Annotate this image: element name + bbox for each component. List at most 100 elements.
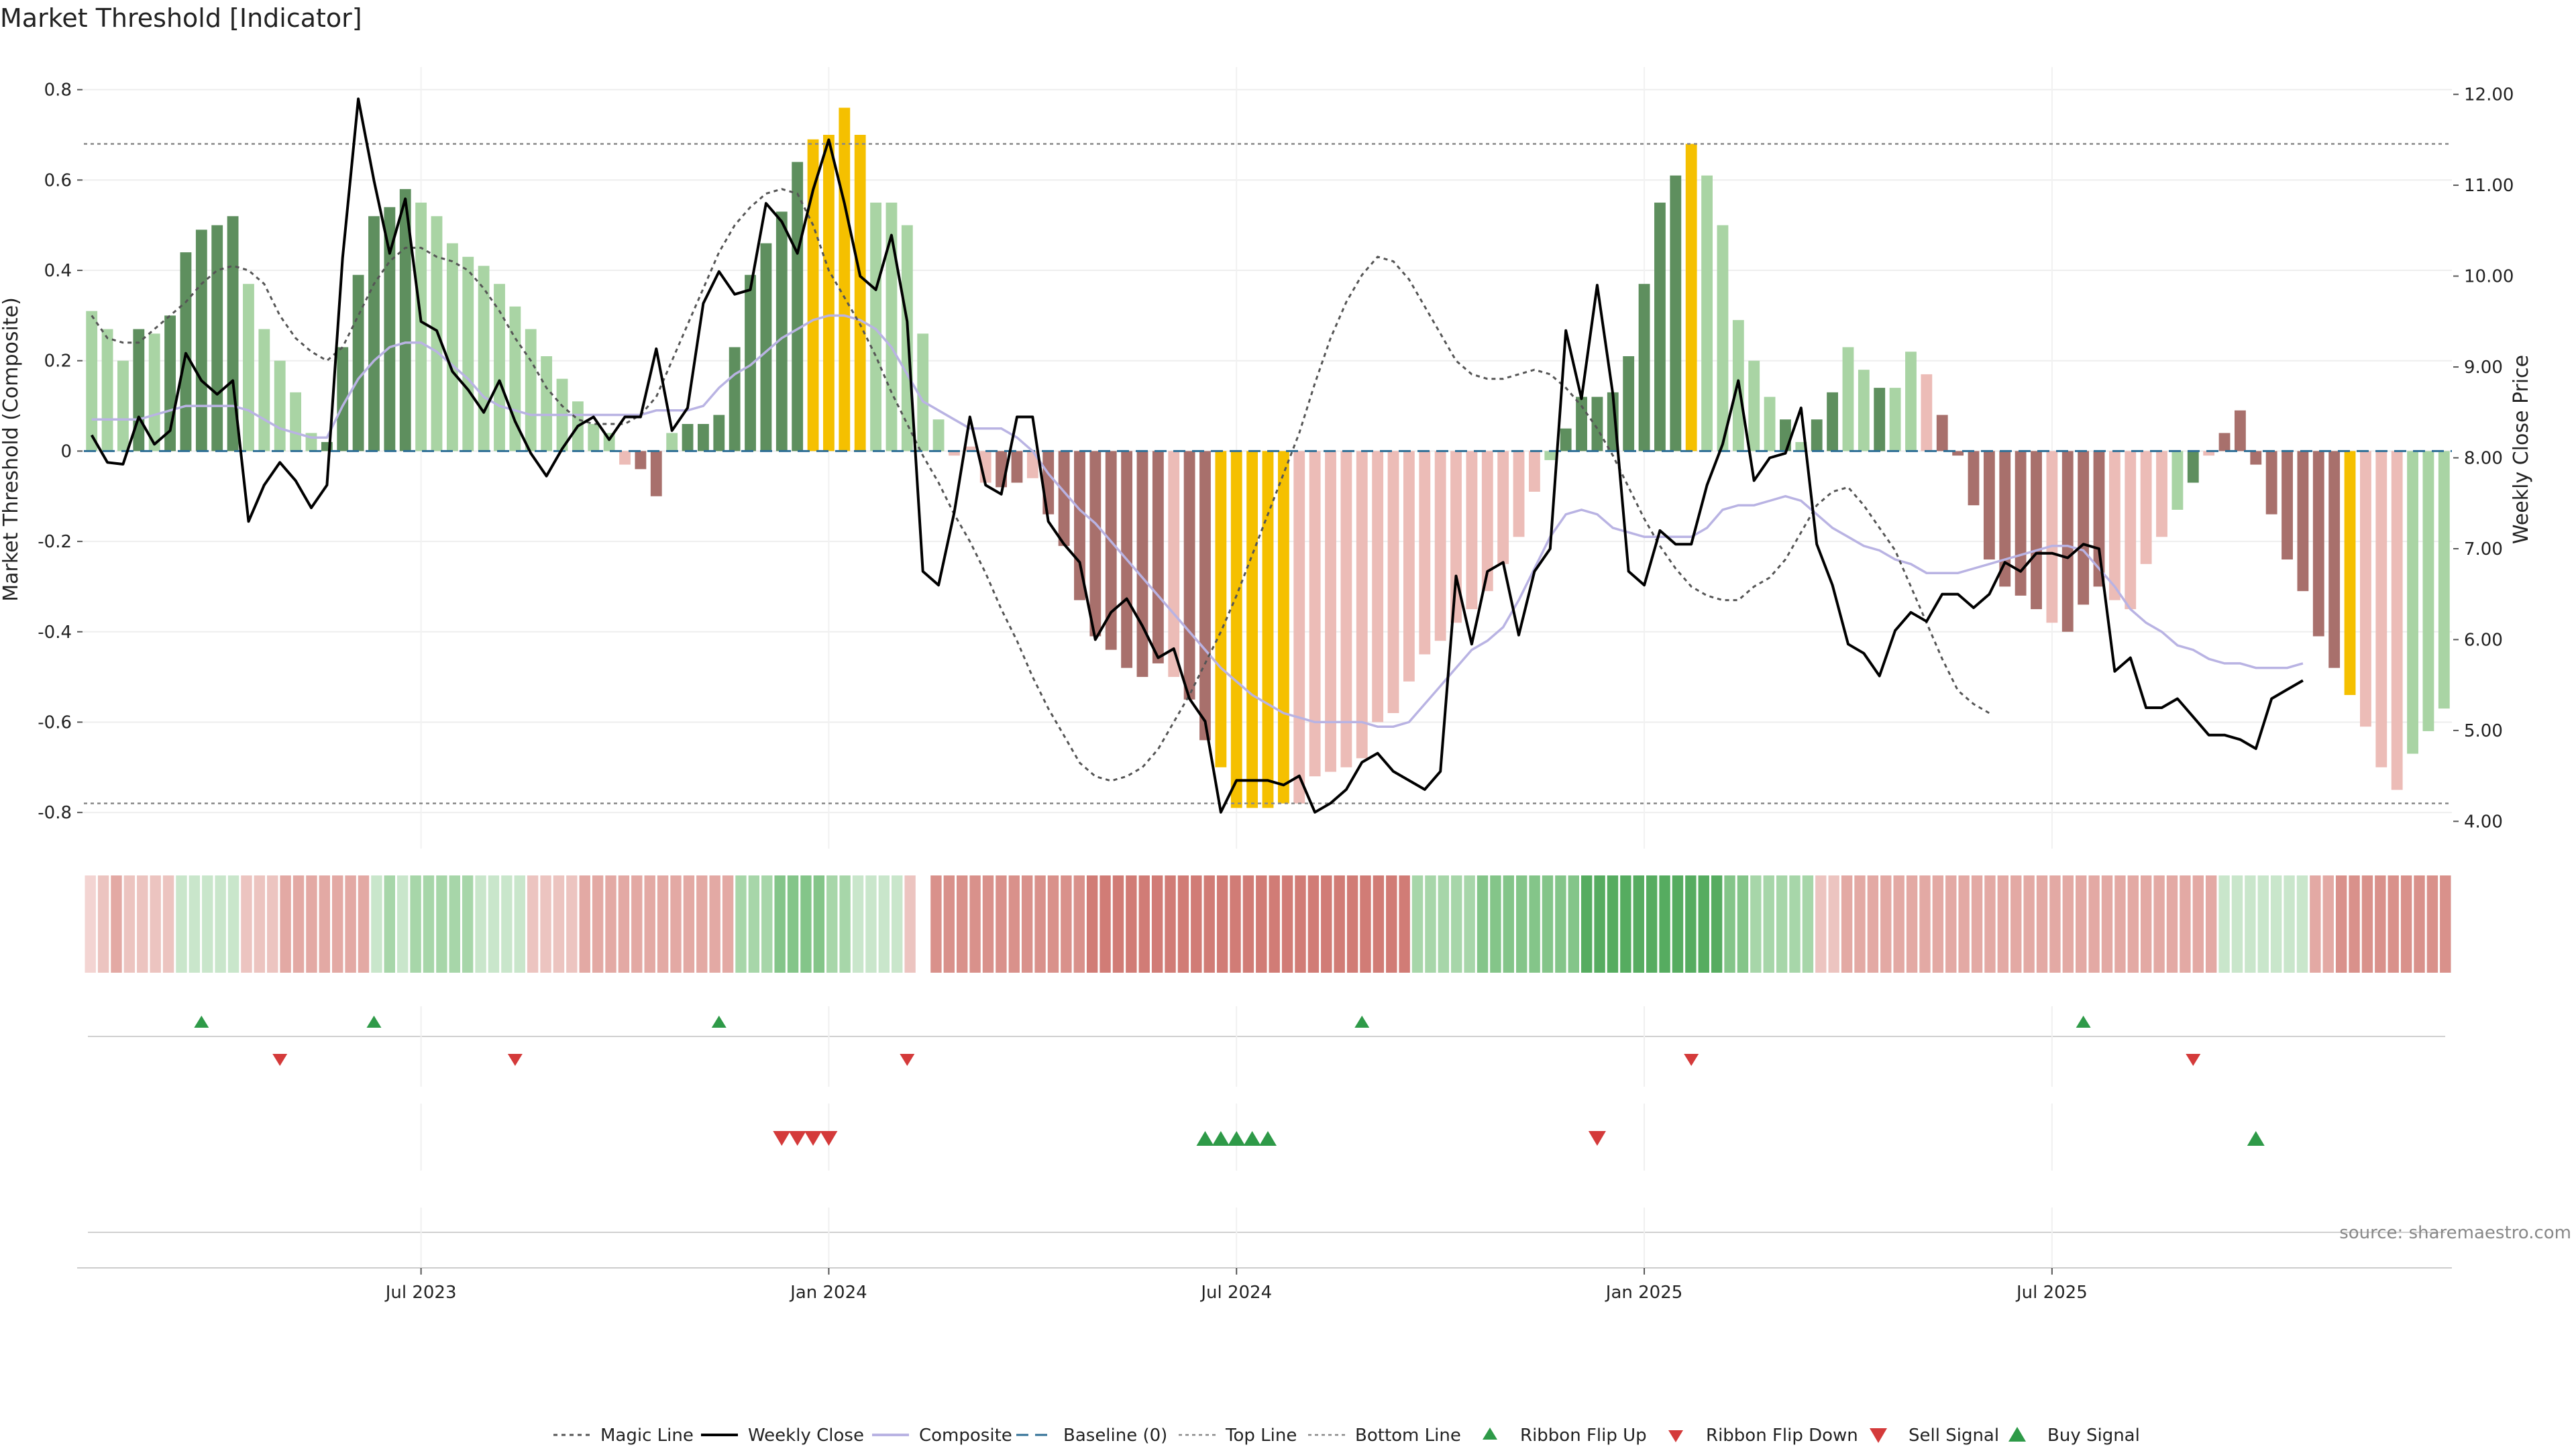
composite-bar bbox=[2061, 451, 2074, 632]
composite-bar bbox=[117, 360, 129, 451]
composite-bar bbox=[792, 162, 804, 451]
ribbon-cell bbox=[2010, 875, 2022, 973]
ribbon-cell bbox=[345, 875, 356, 973]
composite-bar bbox=[1246, 451, 1258, 808]
ribbon-cell bbox=[202, 875, 213, 973]
ribbon-cell bbox=[1165, 875, 1176, 973]
ribbon-cell bbox=[2101, 875, 2113, 973]
weekly-close-line bbox=[90, 97, 2304, 814]
composite-bar bbox=[337, 347, 349, 451]
ribbon-cell bbox=[2245, 875, 2256, 973]
composite-bar bbox=[1983, 451, 1995, 560]
ribbon-cell bbox=[241, 875, 252, 973]
ribbon-cell bbox=[1425, 875, 1436, 973]
ribbon-cell bbox=[1529, 875, 1540, 973]
ribbon-cell bbox=[1802, 875, 1814, 973]
ribbon-cell bbox=[683, 875, 695, 973]
y-tick-label-right: 8.00 bbox=[2464, 449, 2503, 469]
composite-bar bbox=[2046, 451, 2058, 623]
ribbon-cell bbox=[2310, 875, 2321, 973]
ribbon-cell bbox=[865, 875, 877, 973]
ribbon-cell bbox=[1061, 875, 1072, 973]
composite-bar bbox=[399, 189, 411, 451]
composite-bar bbox=[258, 329, 270, 451]
ribbon-cell bbox=[1490, 875, 1501, 973]
ribbon-cell bbox=[1321, 875, 1332, 973]
y-tick-label-right: 4.00 bbox=[2464, 812, 2503, 832]
composite-bar bbox=[1089, 451, 1102, 637]
ribbon-cell bbox=[2180, 875, 2191, 973]
y-tick-label-right: 12.00 bbox=[2464, 85, 2514, 105]
ribbon-cell bbox=[280, 875, 291, 973]
composite-bar bbox=[1654, 203, 1666, 451]
ribbon-cell bbox=[2414, 875, 2425, 973]
ribbon-cell bbox=[319, 875, 331, 973]
legend-swatch-sell bbox=[1870, 1428, 1887, 1443]
composite-bar bbox=[1968, 451, 1980, 506]
buy-signal-marker bbox=[1228, 1131, 1246, 1146]
y-tick-label-right: 11.00 bbox=[2464, 176, 2514, 196]
ribbon-cell bbox=[449, 875, 460, 973]
buy-signal-marker bbox=[1243, 1131, 1261, 1146]
composite-bar bbox=[666, 433, 678, 451]
composite-bar bbox=[2438, 451, 2450, 709]
ribbon-cell bbox=[735, 875, 747, 973]
ribbon-cell bbox=[1815, 875, 1827, 973]
composite-bar bbox=[1576, 396, 1587, 451]
composite-bar bbox=[1560, 428, 1572, 451]
composite-bar bbox=[1136, 451, 1148, 678]
ribbon-cell bbox=[1126, 875, 1137, 973]
composite-bar bbox=[1168, 451, 1180, 678]
composite-bar bbox=[1199, 451, 1211, 741]
composite-bar bbox=[823, 135, 835, 451]
composite-bar bbox=[180, 252, 192, 451]
ribbon-cell bbox=[1256, 875, 1267, 973]
composite-bar bbox=[964, 446, 976, 451]
ribbon-cell bbox=[774, 875, 786, 973]
composite-bar bbox=[384, 207, 396, 451]
composite-bar bbox=[1372, 451, 1384, 722]
y-tick-label-right: 9.00 bbox=[2464, 358, 2503, 378]
ribbon-cell bbox=[1099, 875, 1111, 973]
composite-bar bbox=[1513, 451, 1525, 537]
ribbon-cell bbox=[1216, 875, 1228, 973]
ribbon-cell bbox=[2231, 875, 2243, 973]
ribbon-cell bbox=[761, 875, 773, 973]
ribbon-cell bbox=[2088, 875, 2100, 973]
y-tick-label-left: -0.4 bbox=[38, 623, 72, 643]
composite-bar bbox=[697, 423, 709, 451]
composite-bar bbox=[148, 333, 160, 451]
composite-bar bbox=[2218, 433, 2231, 451]
ribbon-cell bbox=[1620, 875, 1631, 973]
ribbon-flip-up-marker bbox=[711, 1016, 727, 1028]
buy-signal-marker bbox=[1212, 1131, 1230, 1146]
ribbon-cell bbox=[1880, 875, 1892, 973]
ribbon-cell bbox=[943, 875, 955, 973]
ribbon-cell bbox=[2335, 875, 2347, 973]
y-tick-label-left: -0.2 bbox=[38, 532, 72, 552]
ribbon-cell bbox=[1958, 875, 1970, 973]
ribbon-cell bbox=[1646, 875, 1658, 973]
ribbon-cell bbox=[2141, 875, 2152, 973]
ribbon-cell bbox=[123, 875, 136, 973]
ribbon-cell bbox=[1789, 875, 1801, 973]
ribbon-cell bbox=[1659, 875, 1670, 973]
legend-label: Bottom Line bbox=[1355, 1426, 1461, 1446]
y-tick-label-left: -0.8 bbox=[38, 803, 72, 823]
composite-bar bbox=[101, 329, 113, 451]
ribbon-cell bbox=[1971, 875, 1983, 973]
composite-bar bbox=[2187, 451, 2199, 483]
composite-bar bbox=[2108, 451, 2121, 600]
y-tick-label-left: 0.8 bbox=[44, 80, 72, 101]
composite-bar bbox=[1811, 419, 1823, 451]
composite-bar bbox=[1325, 451, 1336, 772]
ribbon-cell bbox=[1633, 875, 1644, 973]
sell-signal-marker bbox=[820, 1131, 838, 1146]
ribbon-cell bbox=[2322, 875, 2334, 973]
ribbon-flip-down-marker bbox=[1684, 1054, 1699, 1066]
ribbon-cell bbox=[1945, 875, 1957, 973]
composite-bar bbox=[1074, 451, 1085, 600]
legend-swatch-flip-up bbox=[1483, 1428, 1497, 1440]
legend-label: Composite bbox=[919, 1426, 1012, 1446]
ribbon-cell bbox=[631, 875, 643, 973]
